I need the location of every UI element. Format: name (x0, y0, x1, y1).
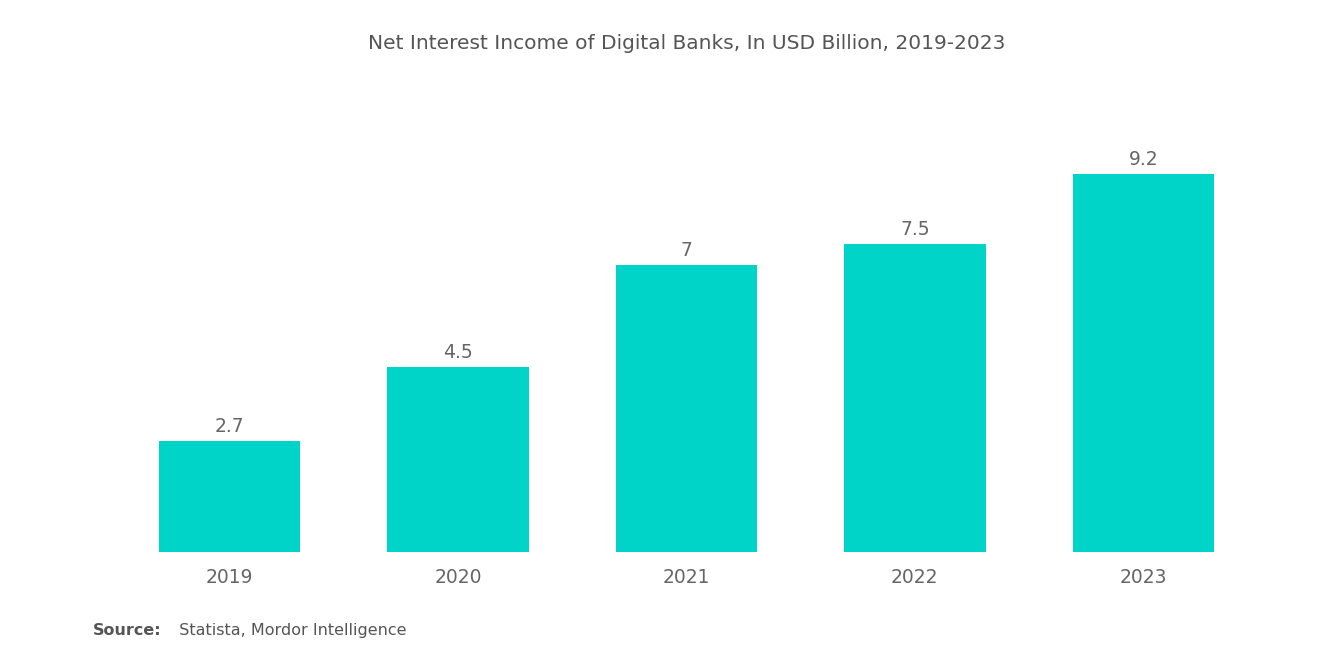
Bar (843, 244, 986, 552)
Bar (387, 367, 529, 552)
Title: Net Interest Income of Digital Banks, In USD Billion, 2019-2023: Net Interest Income of Digital Banks, In… (368, 34, 1005, 53)
Text: Statista, Mordor Intelligence: Statista, Mordor Intelligence (169, 623, 407, 638)
Text: Source:: Source: (92, 623, 161, 638)
Bar (615, 265, 758, 552)
Bar (1072, 174, 1214, 552)
Text: 7.5: 7.5 (900, 220, 929, 239)
Text: 9.2: 9.2 (1129, 150, 1158, 170)
Bar (158, 441, 300, 552)
Text: 4.5: 4.5 (444, 343, 473, 362)
Text: 7: 7 (681, 241, 692, 259)
Text: 2.7: 2.7 (215, 417, 244, 436)
